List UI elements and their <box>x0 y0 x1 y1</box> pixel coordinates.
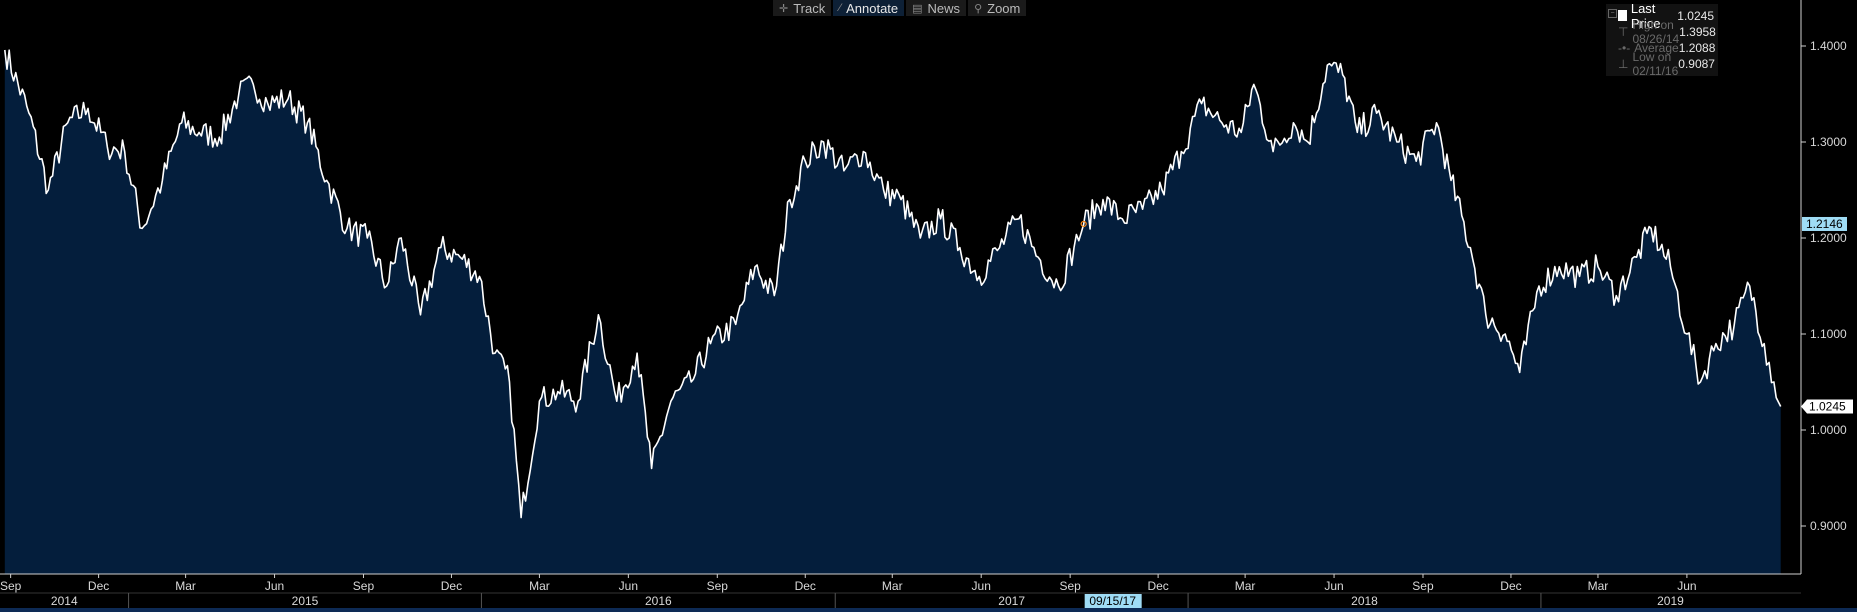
legend-avg-label: Average <box>1634 40 1679 55</box>
legend-average: -•- Average 1.2088 <box>1618 40 1716 55</box>
legend-low-value: 0.9087 <box>1678 56 1715 71</box>
y-tick-label: 1.3000 <box>1810 135 1847 149</box>
crosshair-marker <box>1080 220 1087 228</box>
annotate-label: Annotate <box>846 0 899 16</box>
month-tick-label: Dec <box>88 579 109 593</box>
legend-avg-value: 1.2088 <box>1678 40 1716 55</box>
collapse-icon[interactable]: − <box>1608 9 1617 18</box>
year-tick-label: 2019 <box>1657 594 1684 608</box>
track-label: Track <box>793 0 826 16</box>
legend-last-price[interactable]: Last Price 1.0245 <box>1618 1 1714 31</box>
legend-last-value: 1.0245 <box>1677 8 1714 23</box>
month-tick-label: Dec <box>1500 579 1521 593</box>
month-tick-label: Jun <box>619 579 638 593</box>
magnifier-icon: ⚲ <box>974 2 983 15</box>
bottom-strip <box>0 608 1857 612</box>
last-price-label: 1.0245 <box>1809 399 1846 413</box>
zoom-button[interactable]: ⚲ Zoom <box>968 0 1027 16</box>
year-tick-label: 2017 <box>998 594 1025 608</box>
month-tick-label: Mar <box>1235 579 1256 593</box>
legend-low-label: Low on 02/11/16 <box>1632 49 1679 78</box>
month-tick-label: Sep <box>707 579 729 593</box>
news-label: News <box>927 0 961 16</box>
month-tick-label: Sep <box>1412 579 1434 593</box>
month-tick-label: Jun <box>265 579 284 593</box>
month-tick-label: Mar <box>1588 579 1609 593</box>
y-tick-label: 1.2000 <box>1810 231 1847 245</box>
year-tick-label: 2018 <box>1351 594 1378 608</box>
month-tick-label: Dec <box>1147 579 1168 593</box>
annotate-button[interactable]: ⁄ Annotate <box>833 0 905 16</box>
track-button[interactable]: ✛ Track <box>773 0 832 16</box>
y-tick-label: 1.4000 <box>1810 39 1847 53</box>
price-line <box>4 49 1782 519</box>
legend-high-value: 1.3958 <box>1679 24 1716 39</box>
year-tick-label: 2014 <box>51 594 78 608</box>
month-tick-label: Dec <box>441 579 462 593</box>
crosshair-icon: ✛ <box>779 2 789 15</box>
average-marker-icon: -•- <box>1618 40 1631 55</box>
month-tick-label: Mar <box>529 579 550 593</box>
zoom-label: Zoom <box>987 0 1021 16</box>
legend-high: ⊤ High on 08/26/14 1.3958 <box>1618 18 1716 46</box>
month-tick-label: Dec <box>795 579 816 593</box>
low-marker-icon: ⊥ <box>1618 56 1629 71</box>
legend-panel: − Last Price 1.0245 ⊤ High on 08/26/14 1… <box>1606 1 1718 78</box>
last-price-tag: 1.0245 <box>1801 399 1853 414</box>
series-swatch <box>1618 10 1627 21</box>
y-tick-label: 1.0000 <box>1810 423 1847 437</box>
crosshair-value-label: 1.2146 <box>1806 217 1843 231</box>
high-marker-icon: ⊤ <box>1618 24 1629 39</box>
y-axis: 0.9000 1.0000 1.1000 1.2000 1.3000 1.4000 1.21… <box>1800 0 1853 574</box>
news-icon: ▤ <box>912 2 923 15</box>
news-button[interactable]: ▤ News <box>906 0 967 16</box>
crosshair-date-tag: 09/15/17 <box>1084 594 1142 608</box>
month-tick-label: Jun <box>1677 579 1696 593</box>
legend-low: ⊥ Low on 02/11/16 0.9087 <box>1618 50 1715 78</box>
month-tick-label: Jun <box>1324 579 1343 593</box>
chart-toolbar: ✛ Track ⁄ Annotate ▤ News ⚲ Zoom <box>773 0 1027 16</box>
month-tick-label: Sep <box>353 579 375 593</box>
legend-last-label: Last Price <box>1630 0 1661 31</box>
pencil-icon: ⁄ <box>839 2 842 14</box>
month-tick-label: Mar <box>882 579 903 593</box>
month-tick-label: Sep <box>0 579 22 593</box>
month-tick-label: Sep <box>1059 579 1081 593</box>
x-axis: Sep Dec Mar Jun Sep Dec Mar Jun Sep Dec Mar Jun Sep D… <box>0 573 1857 612</box>
legend-high-label: High on 08/26/14 <box>1632 17 1680 46</box>
year-tick-label: 2015 <box>292 594 319 608</box>
year-tick-label: 2016 <box>645 594 672 608</box>
crosshair-value-tag: 1.2146 <box>1802 216 1847 231</box>
month-tick-label: Jun <box>972 579 991 593</box>
crosshair-date-label: 09/15/17 <box>1089 594 1136 608</box>
price-area <box>4 50 1781 574</box>
y-tick-label: 0.9000 <box>1810 519 1847 533</box>
month-tick-label: Mar <box>175 579 196 593</box>
y-tick-label: 1.1000 <box>1810 327 1847 341</box>
